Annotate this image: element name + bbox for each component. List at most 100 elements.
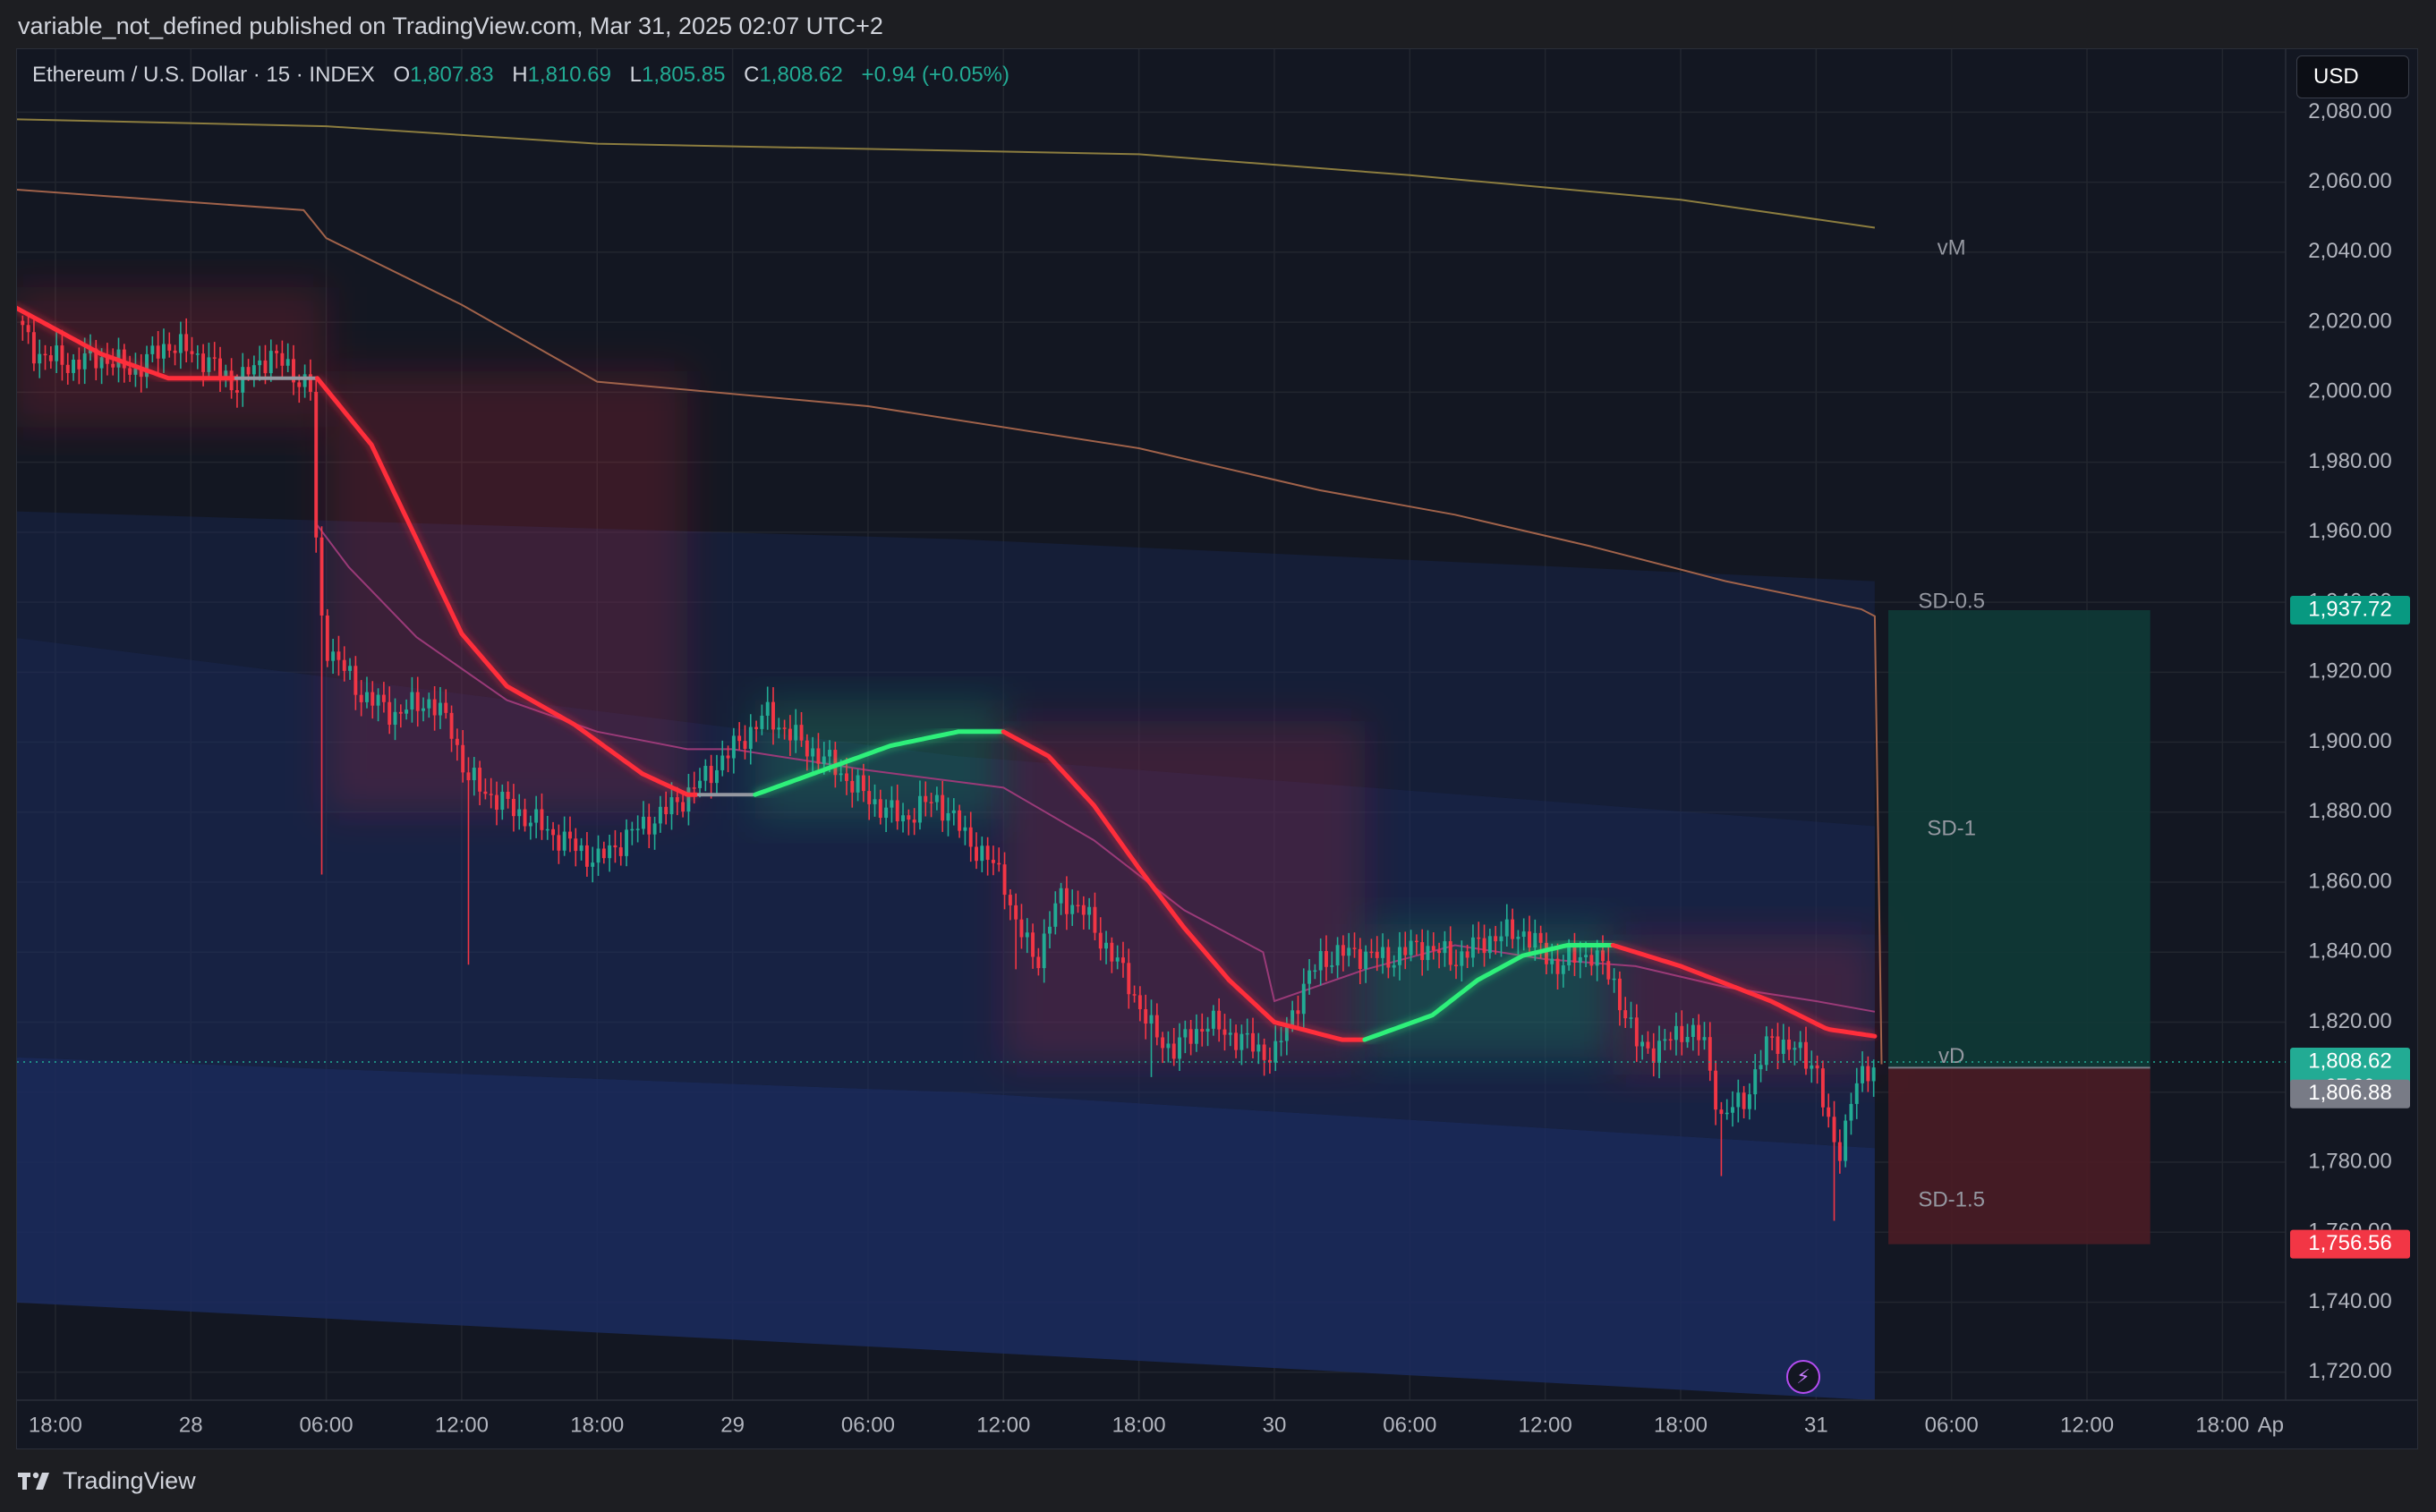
candle-body bbox=[873, 799, 877, 804]
trend-glow-zone bbox=[326, 370, 688, 812]
candle-body bbox=[1403, 947, 1408, 956]
candle-body bbox=[26, 325, 30, 333]
level-label: SD-1 bbox=[1927, 817, 1976, 841]
time-tick-label: 31 bbox=[1804, 1413, 1828, 1437]
candle-body bbox=[878, 799, 882, 819]
candle-body bbox=[1499, 936, 1503, 942]
candle-body bbox=[1511, 919, 1515, 939]
candle-body bbox=[523, 809, 527, 827]
candle-body bbox=[1460, 951, 1464, 966]
candle-body bbox=[1070, 905, 1075, 914]
candle-body bbox=[1121, 957, 1125, 964]
candle-body bbox=[1053, 903, 1058, 927]
candle-body bbox=[540, 809, 544, 830]
price-tag bbox=[2290, 1229, 2410, 1259]
candle-body bbox=[929, 802, 933, 803]
candle-body bbox=[1267, 1059, 1272, 1063]
tradingview-logo-icon bbox=[18, 1472, 49, 1490]
time-tick-label: 06:00 bbox=[1925, 1413, 1979, 1437]
candle-body bbox=[1787, 1039, 1792, 1050]
candle-body bbox=[601, 848, 606, 859]
candle-body bbox=[1691, 1024, 1695, 1037]
candle-body bbox=[1279, 1041, 1283, 1042]
candle-body bbox=[1680, 1025, 1684, 1042]
high-value: 1,810.69 bbox=[527, 63, 611, 87]
candle-body bbox=[1409, 940, 1413, 956]
candle-body bbox=[308, 374, 312, 392]
candle-body bbox=[381, 694, 386, 702]
candle-body bbox=[1736, 1092, 1741, 1108]
currency-button[interactable]: USD bbox=[2296, 55, 2409, 98]
low-value: 1,805.85 bbox=[642, 63, 726, 87]
tradingview-logo[interactable]: TradingView bbox=[18, 1467, 196, 1495]
candle-body bbox=[731, 735, 736, 759]
candle-body bbox=[839, 773, 843, 776]
candle-body bbox=[1364, 951, 1368, 970]
candle-body bbox=[376, 694, 380, 706]
candle-body bbox=[1313, 970, 1317, 973]
candle-body bbox=[201, 353, 206, 372]
candle-body bbox=[500, 791, 505, 811]
candle-body bbox=[1307, 970, 1312, 984]
candle-body bbox=[1747, 1094, 1751, 1109]
price-tick-label: 1,840.00 bbox=[2308, 939, 2391, 964]
candle-body bbox=[1420, 942, 1425, 961]
candle-body bbox=[901, 815, 905, 822]
candle-body bbox=[1008, 895, 1012, 905]
candle-body bbox=[1093, 906, 1097, 933]
open-value: 1,807.83 bbox=[410, 63, 494, 87]
daily-vwap-line bbox=[316, 524, 1876, 1013]
candle-body bbox=[1770, 1036, 1775, 1038]
candle-body bbox=[1776, 1036, 1780, 1054]
candle-body bbox=[596, 848, 600, 863]
candle-body bbox=[438, 702, 442, 716]
candle-body bbox=[1646, 1041, 1650, 1049]
candle-body bbox=[342, 659, 346, 671]
candle-body bbox=[584, 845, 589, 867]
price-tag-value: 1,937.72 bbox=[2308, 597, 2391, 621]
candle-body bbox=[534, 809, 539, 823]
candle-body bbox=[968, 827, 973, 847]
candle-body bbox=[652, 823, 657, 835]
candle-body bbox=[466, 772, 471, 781]
candle-body bbox=[1194, 1029, 1198, 1044]
candle-body bbox=[1437, 950, 1442, 954]
candle-body bbox=[788, 728, 792, 741]
candle-body bbox=[1205, 1028, 1210, 1032]
candle-body bbox=[975, 846, 978, 862]
candle-body bbox=[207, 357, 211, 372]
candle-body bbox=[1110, 942, 1114, 962]
candle-body bbox=[1296, 1010, 1300, 1015]
candle-body bbox=[545, 828, 549, 831]
candle-body bbox=[777, 727, 781, 730]
candle-body bbox=[314, 391, 319, 538]
candle-body bbox=[608, 845, 612, 859]
lightning-icon[interactable]: ⚡ bbox=[1786, 1360, 1820, 1394]
candle-body bbox=[726, 755, 730, 759]
time-tick-label: 29 bbox=[720, 1413, 745, 1437]
candle-body bbox=[190, 351, 194, 354]
monthly-vwap-line bbox=[17, 118, 1876, 229]
time-tick-label: 30 bbox=[1263, 1413, 1287, 1437]
candle-body bbox=[1634, 1017, 1639, 1047]
level-label: vD bbox=[1938, 1044, 1964, 1068]
candle-body bbox=[1048, 926, 1052, 934]
candle-body bbox=[591, 862, 595, 867]
candle-body bbox=[1188, 1029, 1193, 1044]
candle-body bbox=[1431, 946, 1435, 951]
candle-body bbox=[331, 651, 336, 661]
candle-body bbox=[1844, 1120, 1848, 1161]
candle-body bbox=[703, 766, 708, 781]
time-tick-label: 18:00 bbox=[2195, 1413, 2249, 1437]
candle-body bbox=[111, 363, 115, 368]
time-tick-label: 18:00 bbox=[570, 1413, 624, 1437]
candle-body bbox=[551, 828, 556, 836]
candle-body bbox=[38, 353, 42, 364]
candle-body bbox=[625, 829, 628, 856]
candle-body bbox=[410, 692, 414, 710]
candle-body bbox=[1487, 936, 1492, 954]
candle-body bbox=[850, 780, 855, 793]
candle-body bbox=[934, 794, 939, 803]
candle-body bbox=[1002, 864, 1007, 896]
